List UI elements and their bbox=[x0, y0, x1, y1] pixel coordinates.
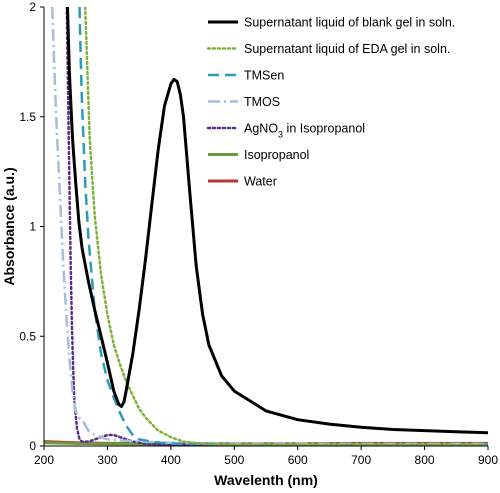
series-line-0 bbox=[66, 7, 488, 435]
legend-label: AgNO3 in Isopropanol bbox=[244, 122, 365, 140]
x-tick-label: 700 bbox=[351, 453, 371, 467]
x-tick-label: 800 bbox=[415, 453, 435, 467]
legend: Supernatant liquid of blank gel in soln.… bbox=[206, 16, 455, 189]
legend-item-5: Isopropanol bbox=[208, 148, 309, 162]
legend-item-1: Supernatant liquid of EDA gel in soln. bbox=[206, 42, 450, 56]
x-tick-label: 400 bbox=[161, 453, 181, 467]
x-axis-title: Wavelenth (nm) bbox=[214, 472, 318, 488]
legend-item-4: AgNO3 in Isopropanol bbox=[206, 122, 365, 140]
x-tick-label: 600 bbox=[288, 453, 308, 467]
legend-label: Supernatant liquid of blank gel in soln. bbox=[244, 16, 455, 30]
plot-area bbox=[44, 7, 488, 446]
legend-label: Isopropanol bbox=[244, 148, 309, 162]
legend-item-0: Supernatant liquid of blank gel in soln. bbox=[208, 16, 455, 30]
y-axis-title: Absorbance (a.u.) bbox=[1, 167, 17, 285]
legend-label: TMOS bbox=[244, 95, 280, 109]
legend-label: TMSen bbox=[244, 69, 284, 83]
x-tick-label: 900 bbox=[478, 453, 498, 467]
series-line-1 bbox=[83, 7, 488, 446]
series-line-2 bbox=[78, 7, 488, 446]
y-tick-label: 0 bbox=[29, 439, 36, 453]
y-tick-label: 1.5 bbox=[19, 110, 36, 124]
x-tick-label: 500 bbox=[224, 453, 244, 467]
axes: 200 300 400 500 600 700 800 900 0 0.5 1 1.5 2 bbox=[19, 0, 498, 467]
x-tick-label: 200 bbox=[34, 453, 54, 467]
y-tick-label: 2 bbox=[29, 0, 36, 14]
legend-item-6: Water bbox=[208, 175, 277, 189]
x-tick-label: 300 bbox=[97, 453, 117, 467]
legend-label: Supernatant liquid of EDA gel in soln. bbox=[244, 42, 450, 56]
legend-label: Water bbox=[244, 175, 277, 189]
y-tick-label: 1 bbox=[29, 220, 36, 234]
y-tick-label: 0.5 bbox=[19, 329, 36, 343]
legend-item-2: TMSen bbox=[208, 69, 284, 83]
legend-item-3: TMOS bbox=[208, 95, 280, 109]
